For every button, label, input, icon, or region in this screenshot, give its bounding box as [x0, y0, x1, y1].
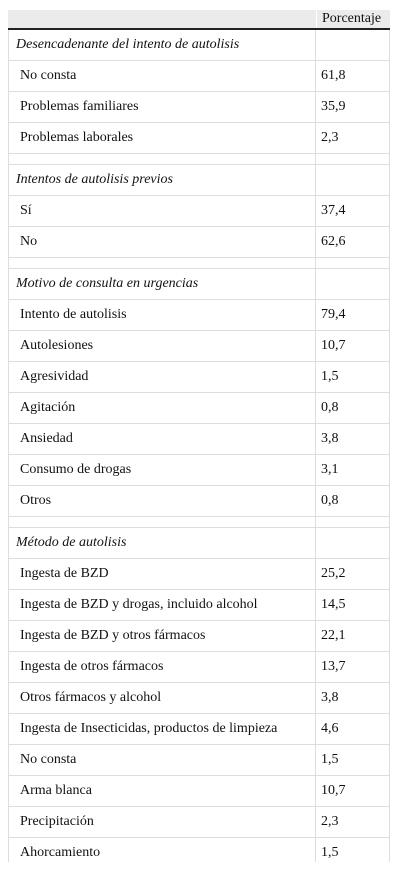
- data-row: Arma blanca 10,7: [8, 776, 390, 807]
- spacer-row: [8, 154, 390, 165]
- data-row: Ingesta de otros fármacos 13,7: [8, 652, 390, 683]
- section-title: Método de autolisis: [8, 528, 316, 558]
- row-value: 61,8: [316, 61, 390, 91]
- row-value: 0,8: [316, 486, 390, 516]
- row-label: Agitación: [8, 393, 316, 423]
- row-label: Ahorcamiento: [8, 838, 316, 862]
- cell: [8, 517, 316, 527]
- row-label: No consta: [8, 745, 316, 775]
- row-label: Ingesta de Insecticidas, productos de li…: [8, 714, 316, 744]
- row-value: 2,3: [316, 807, 390, 837]
- section-title: Desencadenante del intento de autolisis: [8, 30, 316, 60]
- row-value: 0,8: [316, 393, 390, 423]
- row-label: Ansiedad: [8, 424, 316, 454]
- section-row: Motivo de consulta en urgencias: [8, 269, 390, 300]
- row-value: 2,3: [316, 123, 390, 153]
- data-row: Agitación 0,8: [8, 393, 390, 424]
- section-title: Motivo de consulta en urgencias: [8, 269, 316, 299]
- row-value: 10,7: [316, 331, 390, 361]
- row-value: 79,4: [316, 300, 390, 330]
- row-label: Arma blanca: [8, 776, 316, 806]
- section-row: Intentos de autolisis previos: [8, 165, 390, 196]
- cell: [8, 154, 316, 164]
- spacer-row: [8, 258, 390, 269]
- row-value: 13,7: [316, 652, 390, 682]
- row-value: 25,2: [316, 559, 390, 589]
- row-label: No: [8, 227, 316, 257]
- row-label: Precipitación: [8, 807, 316, 837]
- row-value: 1,5: [316, 362, 390, 392]
- row-value: 4,6: [316, 714, 390, 744]
- data-row: Ingesta de BZD y otros fármacos 22,1: [8, 621, 390, 652]
- row-value: 62,6: [316, 227, 390, 257]
- row-label: Autolesiones: [8, 331, 316, 361]
- row-value: 3,8: [316, 683, 390, 713]
- data-row: Ingesta de BZD y drogas, incluido alcoho…: [8, 590, 390, 621]
- row-label: Problemas laborales: [8, 123, 316, 153]
- section-row: Método de autolisis: [8, 528, 390, 559]
- cell: [316, 269, 390, 299]
- data-row: Ahorcamiento 1,5: [8, 838, 390, 862]
- row-label: Ingesta de otros fármacos: [8, 652, 316, 682]
- row-label: Sí: [8, 196, 316, 226]
- row-label: Ingesta de BZD: [8, 559, 316, 589]
- cell: [316, 517, 390, 527]
- row-value: 1,5: [316, 838, 390, 862]
- cell: [316, 528, 390, 558]
- data-row: Ingesta de BZD 25,2: [8, 559, 390, 590]
- spacer-row: [8, 517, 390, 528]
- data-row: Otros fármacos y alcohol 3,8: [8, 683, 390, 714]
- data-row: No consta 61,8: [8, 61, 390, 92]
- row-label: Problemas familiares: [8, 92, 316, 122]
- header-row: Porcentaje: [8, 10, 390, 30]
- data-row: Problemas laborales 2,3: [8, 123, 390, 154]
- data-row: Autolesiones 10,7: [8, 331, 390, 362]
- data-row: No 62,6: [8, 227, 390, 258]
- data-row: Agresividad 1,5: [8, 362, 390, 393]
- row-label: No consta: [8, 61, 316, 91]
- row-value: 22,1: [316, 621, 390, 651]
- row-value: 37,4: [316, 196, 390, 226]
- data-row: Problemas familiares 35,9: [8, 92, 390, 123]
- data-row: Ansiedad 3,8: [8, 424, 390, 455]
- row-value: 10,7: [316, 776, 390, 806]
- cell: [316, 165, 390, 195]
- cell: [316, 30, 390, 60]
- header-cell: [8, 10, 316, 28]
- row-value: 3,8: [316, 424, 390, 454]
- row-label: Agresividad: [8, 362, 316, 392]
- data-row: Otros 0,8: [8, 486, 390, 517]
- data-row: No consta 1,5: [8, 745, 390, 776]
- data-row: Sí 37,4: [8, 196, 390, 227]
- data-row: Precipitación 2,3: [8, 807, 390, 838]
- row-value: 35,9: [316, 92, 390, 122]
- row-label: Otros fármacos y alcohol: [8, 683, 316, 713]
- row-label: Consumo de drogas: [8, 455, 316, 485]
- cell: [316, 258, 390, 268]
- section-title: Intentos de autolisis previos: [8, 165, 316, 195]
- row-label: Ingesta de BZD y drogas, incluido alcoho…: [8, 590, 316, 620]
- row-label: Otros: [8, 486, 316, 516]
- row-value: 1,5: [316, 745, 390, 775]
- row-value: 3,1: [316, 455, 390, 485]
- section-row: Desencadenante del intento de autolisis: [8, 30, 390, 61]
- row-label: Ingesta de BZD y otros fármacos: [8, 621, 316, 651]
- data-row: Consumo de drogas 3,1: [8, 455, 390, 486]
- data-row: Ingesta de Insecticidas, productos de li…: [8, 714, 390, 745]
- data-row: Intento de autolisis 79,4: [8, 300, 390, 331]
- row-value: 14,5: [316, 590, 390, 620]
- cell: [8, 258, 316, 268]
- header-cell: Porcentaje: [316, 10, 390, 28]
- table: Porcentaje Desencadenante del intento de…: [8, 10, 390, 862]
- cell: [316, 154, 390, 164]
- row-label: Intento de autolisis: [8, 300, 316, 330]
